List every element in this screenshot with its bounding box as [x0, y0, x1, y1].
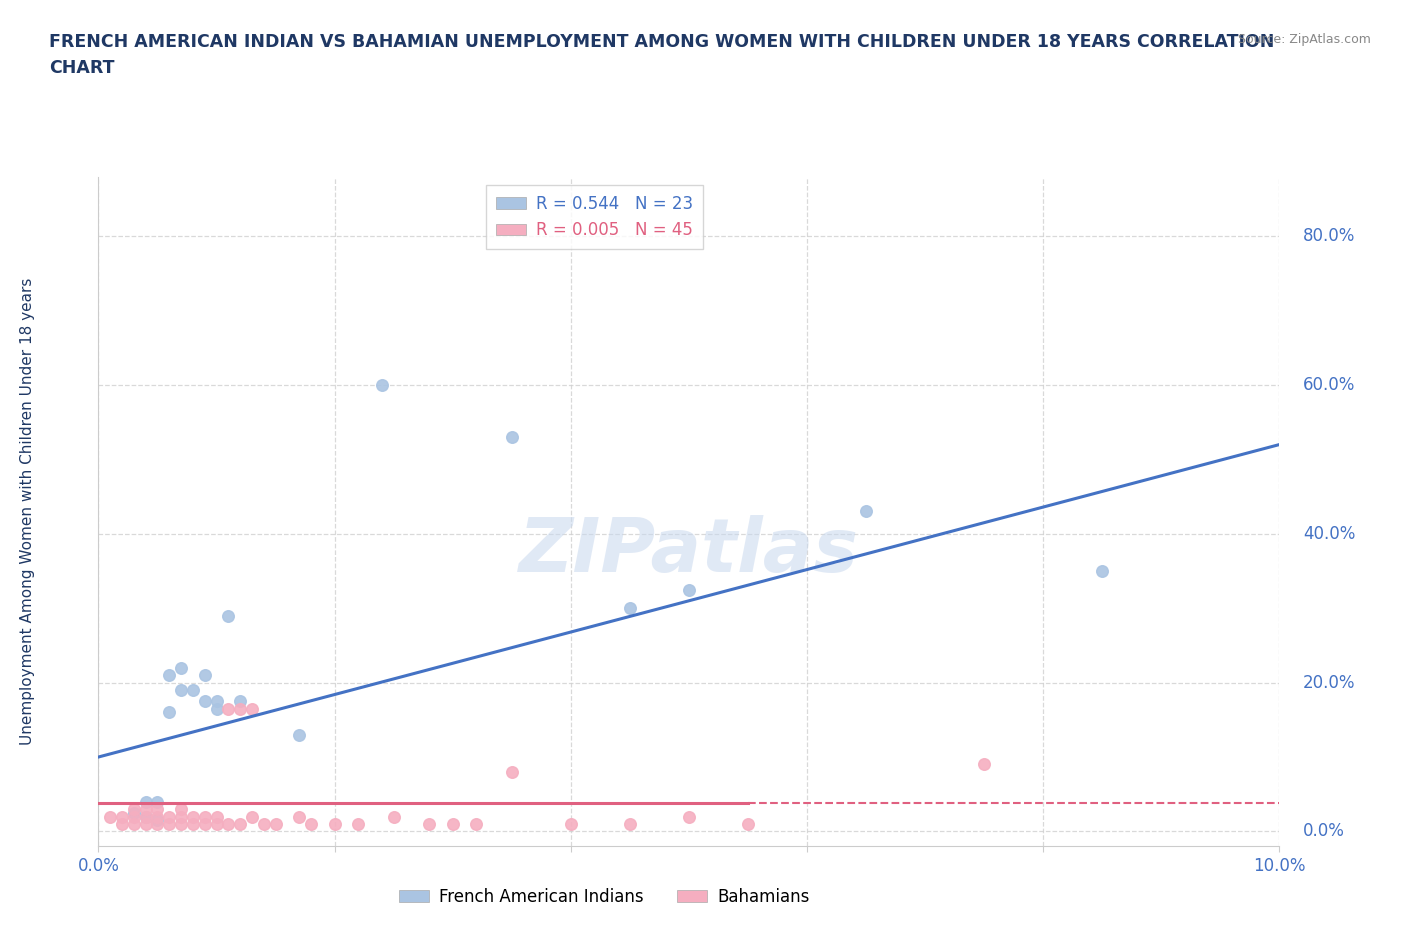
Text: 40.0%: 40.0%: [1303, 525, 1355, 543]
Legend: R = 0.544   N = 23, R = 0.005   N = 45: R = 0.544 N = 23, R = 0.005 N = 45: [486, 185, 703, 249]
Point: [678, 809, 700, 824]
Point: [288, 809, 311, 824]
Point: [441, 817, 464, 831]
Text: 80.0%: 80.0%: [1303, 227, 1355, 246]
Point: [229, 694, 252, 709]
Text: Source: ZipAtlas.com: Source: ZipAtlas.com: [1237, 33, 1371, 46]
Point: [501, 764, 523, 779]
Point: [146, 794, 169, 809]
Point: [146, 809, 169, 824]
Point: [323, 817, 346, 831]
Point: [122, 802, 145, 817]
Text: 0.0%: 0.0%: [1303, 822, 1346, 841]
Point: [264, 817, 287, 831]
Text: 20.0%: 20.0%: [1303, 673, 1355, 692]
Point: [170, 817, 193, 831]
Point: [678, 582, 700, 597]
Text: Unemployment Among Women with Children Under 18 years: Unemployment Among Women with Children U…: [20, 278, 35, 745]
Point: [288, 727, 311, 742]
Point: [135, 794, 157, 809]
Point: [194, 809, 217, 824]
Point: [157, 668, 180, 683]
Point: [111, 809, 134, 824]
Point: [299, 817, 322, 831]
Point: [122, 817, 145, 831]
Point: [560, 817, 582, 831]
Point: [135, 809, 157, 824]
Point: [135, 817, 157, 831]
Point: [205, 701, 228, 716]
Text: 60.0%: 60.0%: [1303, 376, 1355, 394]
Point: [122, 805, 145, 820]
Point: [229, 701, 252, 716]
Point: [205, 817, 228, 831]
Point: [181, 809, 204, 824]
Point: [1091, 564, 1114, 578]
Point: [229, 817, 252, 831]
Point: [146, 817, 169, 831]
Point: [619, 601, 641, 616]
Point: [205, 694, 228, 709]
Point: [418, 817, 440, 831]
Point: [170, 660, 193, 675]
Point: [465, 817, 488, 831]
Point: [194, 694, 217, 709]
Point: [737, 817, 759, 831]
Point: [157, 817, 180, 831]
Point: [253, 817, 276, 831]
Point: [205, 809, 228, 824]
Point: [501, 430, 523, 445]
Point: [240, 701, 263, 716]
Point: [240, 809, 263, 824]
Point: [194, 668, 217, 683]
Point: [371, 378, 394, 392]
Point: [135, 809, 157, 824]
Point: [217, 701, 239, 716]
Point: [157, 809, 180, 824]
Point: [619, 817, 641, 831]
Point: [146, 802, 169, 817]
Point: [170, 809, 193, 824]
Point: [347, 817, 370, 831]
Point: [181, 817, 204, 831]
Point: [146, 813, 169, 828]
Point: [135, 802, 157, 817]
Point: [111, 817, 134, 831]
Point: [855, 504, 877, 519]
Point: [157, 705, 180, 720]
Point: [194, 817, 217, 831]
Point: [170, 683, 193, 698]
Point: [217, 608, 239, 623]
Legend: French American Indians, Bahamians: French American Indians, Bahamians: [392, 881, 817, 912]
Point: [973, 757, 995, 772]
Text: ZIPatlas: ZIPatlas: [519, 515, 859, 588]
Point: [98, 809, 121, 824]
Point: [181, 683, 204, 698]
Point: [217, 817, 239, 831]
Point: [122, 809, 145, 824]
Point: [170, 802, 193, 817]
Point: [382, 809, 405, 824]
Text: FRENCH AMERICAN INDIAN VS BAHAMIAN UNEMPLOYMENT AMONG WOMEN WITH CHILDREN UNDER : FRENCH AMERICAN INDIAN VS BAHAMIAN UNEMP…: [49, 33, 1275, 77]
